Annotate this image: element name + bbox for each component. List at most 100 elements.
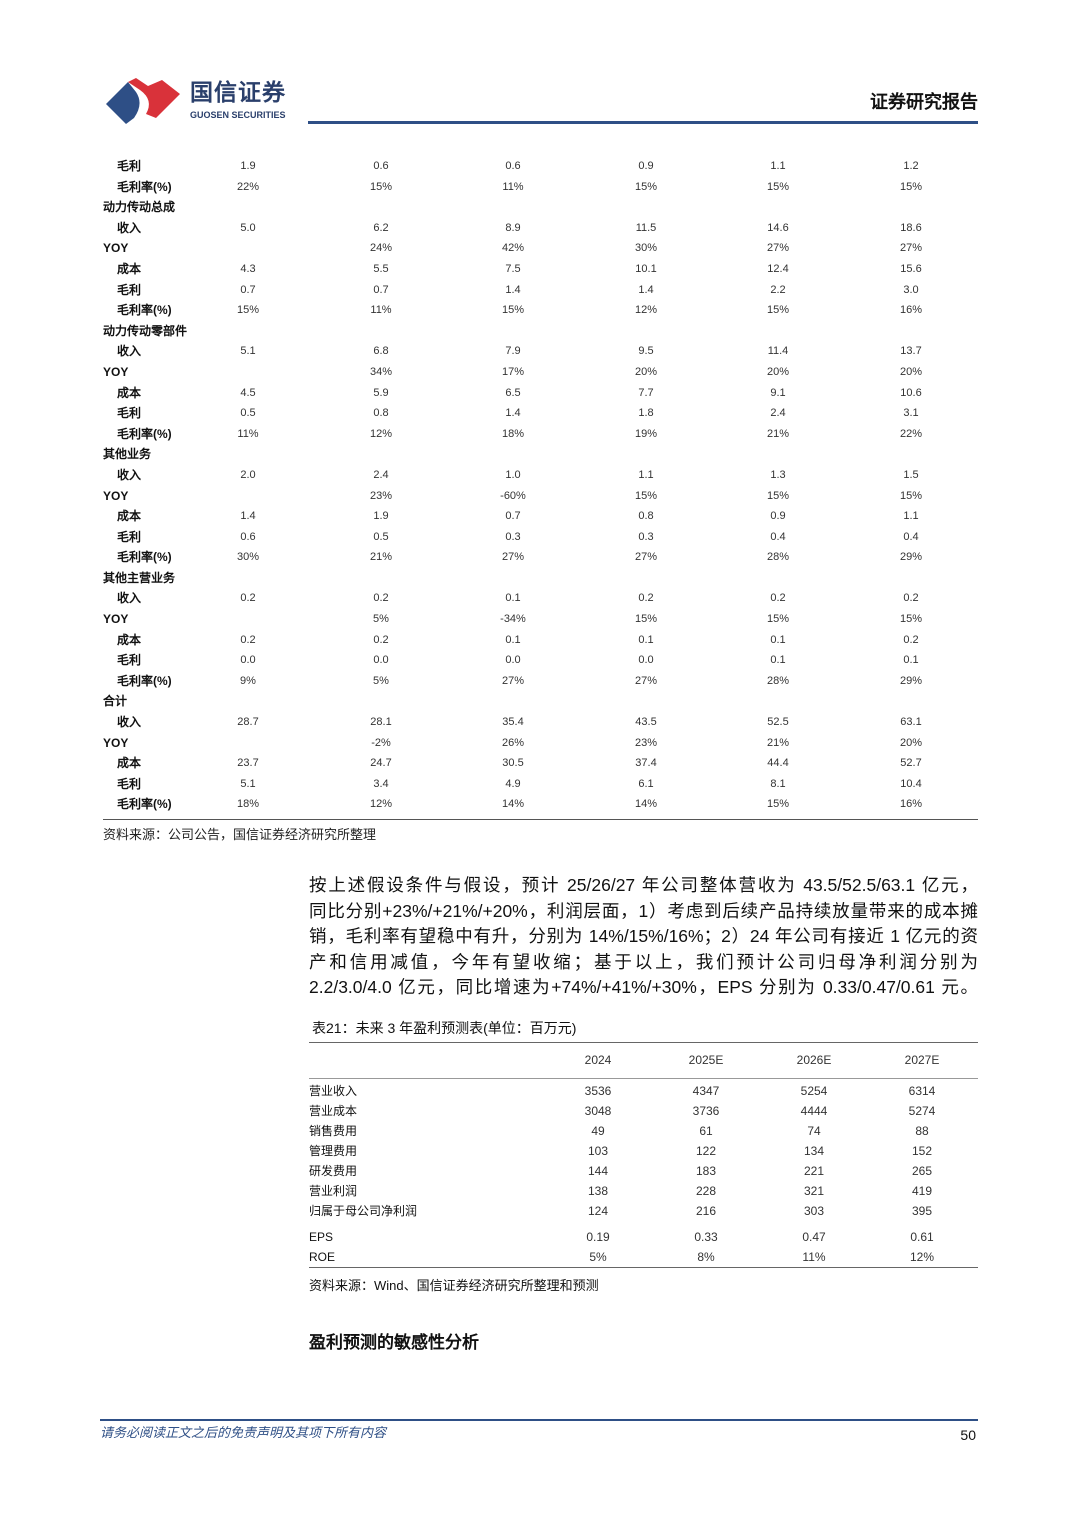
table-cell: 37.4 [635, 757, 657, 770]
table-row: 收入 2.0 2.4 1.0 1.1 1.3 1.5 [103, 465, 978, 486]
table-cell: 221 [803, 1164, 825, 1178]
row-label: 毛利 [117, 776, 142, 791]
table-cell: 2.4 [770, 407, 786, 420]
row-label: 合计 [103, 694, 128, 709]
table-cell: 9% [240, 674, 256, 687]
table-cell: 13.7 [900, 345, 922, 358]
table-cell: 3.0 [903, 283, 919, 296]
table-row: 动力传动零部件 [103, 321, 978, 342]
table-caption: 表21：未来 3 年盈利预测表(单位：百万元) [312, 1020, 577, 1036]
table-cell: 1.1 [638, 468, 654, 481]
row-label: 归属于母公司净利润 [309, 1204, 418, 1218]
table-cell: 10.1 [635, 262, 657, 275]
table-cell: 4.5 [240, 386, 256, 399]
brand-name-cn: 国信证券 [190, 79, 286, 105]
table-cell: 0.61 [910, 1230, 934, 1244]
table-cell: 3048 [584, 1104, 612, 1118]
table-row: 动力传动总成 [103, 197, 978, 218]
table-cell: 9.1 [770, 386, 786, 399]
table-cell: 8% [697, 1250, 715, 1264]
table-row: 归属于母公司净利润 124 216 303 395 [309, 1201, 978, 1221]
table-cell: 4.3 [240, 262, 256, 275]
table-cell: 15% [634, 489, 658, 502]
table-cell: 8.1 [770, 777, 786, 790]
table-cell: 27% [634, 674, 658, 687]
footer-divider [100, 1419, 978, 1421]
table-cell: 24% [369, 242, 393, 255]
table-cell: 0.2 [240, 592, 256, 605]
row-label: YOY [103, 612, 129, 627]
table-cell: 23.7 [237, 757, 259, 770]
paragraph-line: 销，毛利率有望稳中有升，分别为 14%/15%/16%；2）24 年公司有接近 … [309, 926, 978, 946]
row-label: YOY [103, 364, 129, 379]
table-cell: 5.1 [240, 777, 256, 790]
table-cell: 0.0 [638, 654, 654, 667]
table-cell: 0.4 [770, 530, 786, 543]
table-cell: 3.4 [373, 777, 389, 790]
row-label: 成本 [117, 756, 142, 771]
table-cell: 0.7 [240, 283, 256, 296]
table-cell: 27% [766, 242, 790, 255]
table-cell: 5.1 [240, 345, 256, 358]
table-cell: 19% [634, 427, 658, 440]
paragraph-line: 2.2/3.0/4.0 亿元，同比增速为+74%/+41%/+30%，EPS 分… [309, 977, 978, 997]
table-cell: 27% [899, 242, 923, 255]
row-label: 收入 [117, 344, 142, 359]
row-label: 动力传动总成 [103, 200, 176, 215]
table-cell: 7.9 [505, 345, 521, 358]
table-cell: 0.33 [694, 1230, 718, 1244]
table-cell: 152 [911, 1144, 933, 1158]
table-cell: 14.6 [767, 221, 789, 234]
table-row: 销售费用 49 61 74 88 [309, 1121, 978, 1141]
table-source: 资料来源：Wind、国信证券经济研究所整理和预测 [309, 1278, 599, 1293]
table-row: 营业成本 3048 3736 4444 5274 [309, 1101, 978, 1121]
table-cell: 52.7 [900, 757, 922, 770]
table-cell: 0.6 [505, 160, 521, 172]
table-cell: 6.1 [638, 777, 654, 790]
table-cell: 27% [501, 674, 525, 687]
table-row: 收入 0.2 0.2 0.1 0.2 0.2 0.2 [103, 588, 978, 609]
table-cell: 321 [803, 1184, 825, 1198]
row-label: 其他业务 [103, 447, 152, 462]
row-label: 收入 [117, 591, 142, 606]
table-cell: 23% [634, 736, 658, 749]
table-cell: 20% [899, 365, 923, 378]
row-label: 毛利率(%) [117, 303, 172, 318]
table-cell: 0.0 [505, 654, 521, 667]
table-cell: 0.1 [638, 633, 654, 646]
row-label: YOY [103, 241, 129, 256]
table-row: 成本 4.3 5.5 7.5 10.1 12.4 15.6 [103, 259, 978, 280]
table-cell: 0.5 [373, 530, 389, 543]
column-header: 2025E [688, 1053, 724, 1067]
table-row: 收入 28.7 28.1 35.4 43.5 52.5 63.1 [103, 712, 978, 733]
paragraph-line: 按上述假设条件与假设，预计 25/26/27 年公司整体营收为 43.5/52.… [309, 875, 978, 895]
table-cell: 0.2 [373, 633, 389, 646]
table-cell: 15% [899, 180, 923, 193]
table-cell: 395 [911, 1204, 933, 1218]
table-row: 成本 1.4 1.9 0.7 0.8 0.9 1.1 [103, 506, 978, 527]
row-label: 毛利 [117, 529, 142, 544]
table-cell: 2.4 [373, 468, 389, 481]
table-cell: 3736 [692, 1104, 720, 1118]
table-cell: 124 [587, 1204, 609, 1218]
table-cell: 1.1 [903, 510, 919, 523]
paragraph-line: 产和信用减值，今年有望收缩；基于以上，我们预计公司归母净利润分别为 [309, 951, 978, 972]
table-cell: -60% [500, 489, 526, 502]
table-cell: 0.1 [903, 654, 919, 667]
table-cell: 6314 [908, 1084, 936, 1098]
table-cell: 18.6 [900, 221, 922, 234]
table-cell: 5274 [908, 1104, 936, 1118]
table-row: 毛利 1.9 0.6 0.6 0.9 1.1 1.2 [103, 156, 978, 177]
table-cell: 14% [634, 798, 658, 811]
table-row: 收入 5.0 6.2 8.9 11.5 14.6 18.6 [103, 218, 978, 239]
table-row: 毛利率(%) 15% 11% 15% 12% 15% 16% [103, 300, 978, 321]
table-row: YOY -2% 26% 23% 21% 20% [103, 733, 978, 754]
table-row: YOY 5% -34% 15% 15% 15% [103, 609, 978, 630]
table-cell: 103 [587, 1144, 609, 1158]
table-cell: -2% [371, 736, 391, 749]
table-cell: 216 [695, 1204, 717, 1218]
row-label: 毛利 [117, 653, 142, 668]
table-cell: 122 [695, 1144, 717, 1158]
table-cell: 14% [501, 798, 525, 811]
table-divider [103, 819, 978, 820]
